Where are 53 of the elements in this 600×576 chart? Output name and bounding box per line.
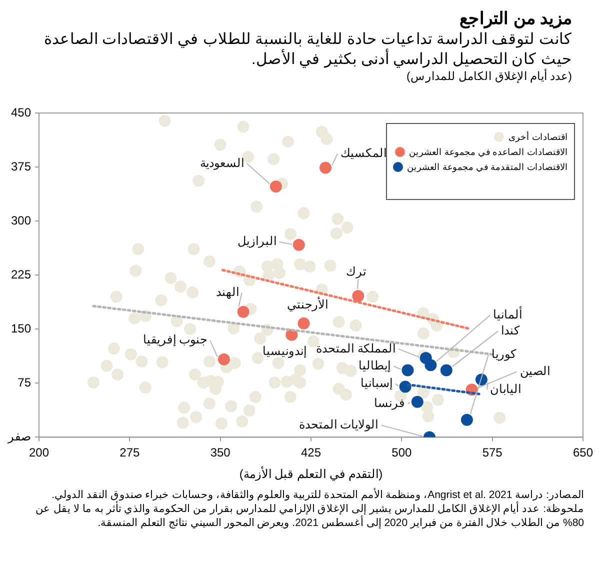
annotation: اليابان: [490, 382, 521, 396]
annotation: البرازيل: [237, 234, 276, 248]
point: [402, 364, 414, 376]
annotation: كندا: [500, 324, 520, 338]
point: [270, 180, 282, 192]
chart-title: مزيد من التراجع: [458, 8, 572, 30]
point: [411, 396, 424, 408]
legend-label: الاقتصادات الصاعده في مجموعة العشرين: [408, 147, 568, 157]
point: [298, 317, 310, 330]
y-tick-label: صفر: [7, 430, 31, 444]
legend-label: اقتصادات أخرى: [508, 132, 568, 142]
x-tick-label: 650: [572, 446, 594, 460]
annotation: الأرجنتي: [287, 296, 328, 312]
point: [352, 290, 364, 302]
point: [320, 162, 332, 174]
y-tick-label: 300: [10, 213, 32, 228]
annotation: إسبانيا: [360, 376, 392, 392]
y-tick-label: 150: [10, 321, 32, 336]
y-tick-label: 375: [10, 159, 32, 174]
annotation: إيطاليا: [358, 358, 391, 374]
x-tick-label: 575: [482, 446, 503, 460]
text: المصادر: دراسة Angrist et al. 2021، ومنظمة الأمم المتحدة للتربية والعلوم والثقافة، وحسابات خبراء صندوق النقد الدولي.: [50, 488, 584, 501]
y-tick-label: 450: [10, 105, 32, 120]
point: [440, 364, 452, 376]
annotation: جنوب إفريقيا: [142, 332, 208, 348]
x-tick-label: 275: [120, 446, 140, 460]
annotation: الهند: [216, 285, 239, 300]
annotation: المملكة المتحدة: [316, 341, 396, 356]
legend-label: الاقتصادات المتقدمة في مجموعة العشرين: [406, 162, 568, 172]
x-tick-label: 200: [28, 446, 50, 460]
x-axis-title: (التقدم في التعلم قبل الأزمة): [239, 466, 383, 482]
annotation: ألمانيا: [493, 306, 522, 322]
annotation: ترك: [346, 264, 366, 278]
y-tick-label: 225: [10, 267, 32, 282]
annotation: الولايات المتحدة: [298, 418, 378, 432]
point: [424, 359, 437, 372]
x-tick-label: 425: [300, 446, 322, 460]
point: [292, 238, 305, 251]
point: [460, 414, 473, 426]
x-tick-label: 350: [210, 446, 231, 460]
chart-subtitle: كانت لتوقف الدراسة تداعيات حادة للغاية بالنسبة للطلاب في الاقتصادات الصاعدة حيث كان التحصيل الدراسي أدنى بكثير في الأصل.: [42, 30, 572, 68]
point: [237, 306, 250, 318]
point: [218, 353, 230, 366]
y-tick-label: 75: [18, 375, 32, 390]
text: ملحوظة: عدد أيام الإغلاق الكامل للمدارس يشير إلى الإغلاق الإلزامي للمدارس بقرار من الحكومة والذي تأثر به ما لا يقل عن 80% من الطلاب خلال الفترة من فبراير 2020 إلى أغسطس 2021. ويعرض المحور السيني نتائج التعلم المنسقة.: [34, 502, 584, 530]
annotation: المكسيك: [340, 146, 387, 160]
x-tick-label: 500: [392, 446, 412, 460]
annotation: الصين: [520, 364, 550, 378]
annotation: فرنسا: [374, 396, 405, 410]
annotation: إندونيسيا: [262, 344, 307, 360]
annotation: السعودية: [200, 156, 244, 170]
y-axis-title: (عدد أيام الإغلاق الكامل للمدارس): [406, 70, 572, 85]
annotation: كوريا: [491, 347, 516, 362]
